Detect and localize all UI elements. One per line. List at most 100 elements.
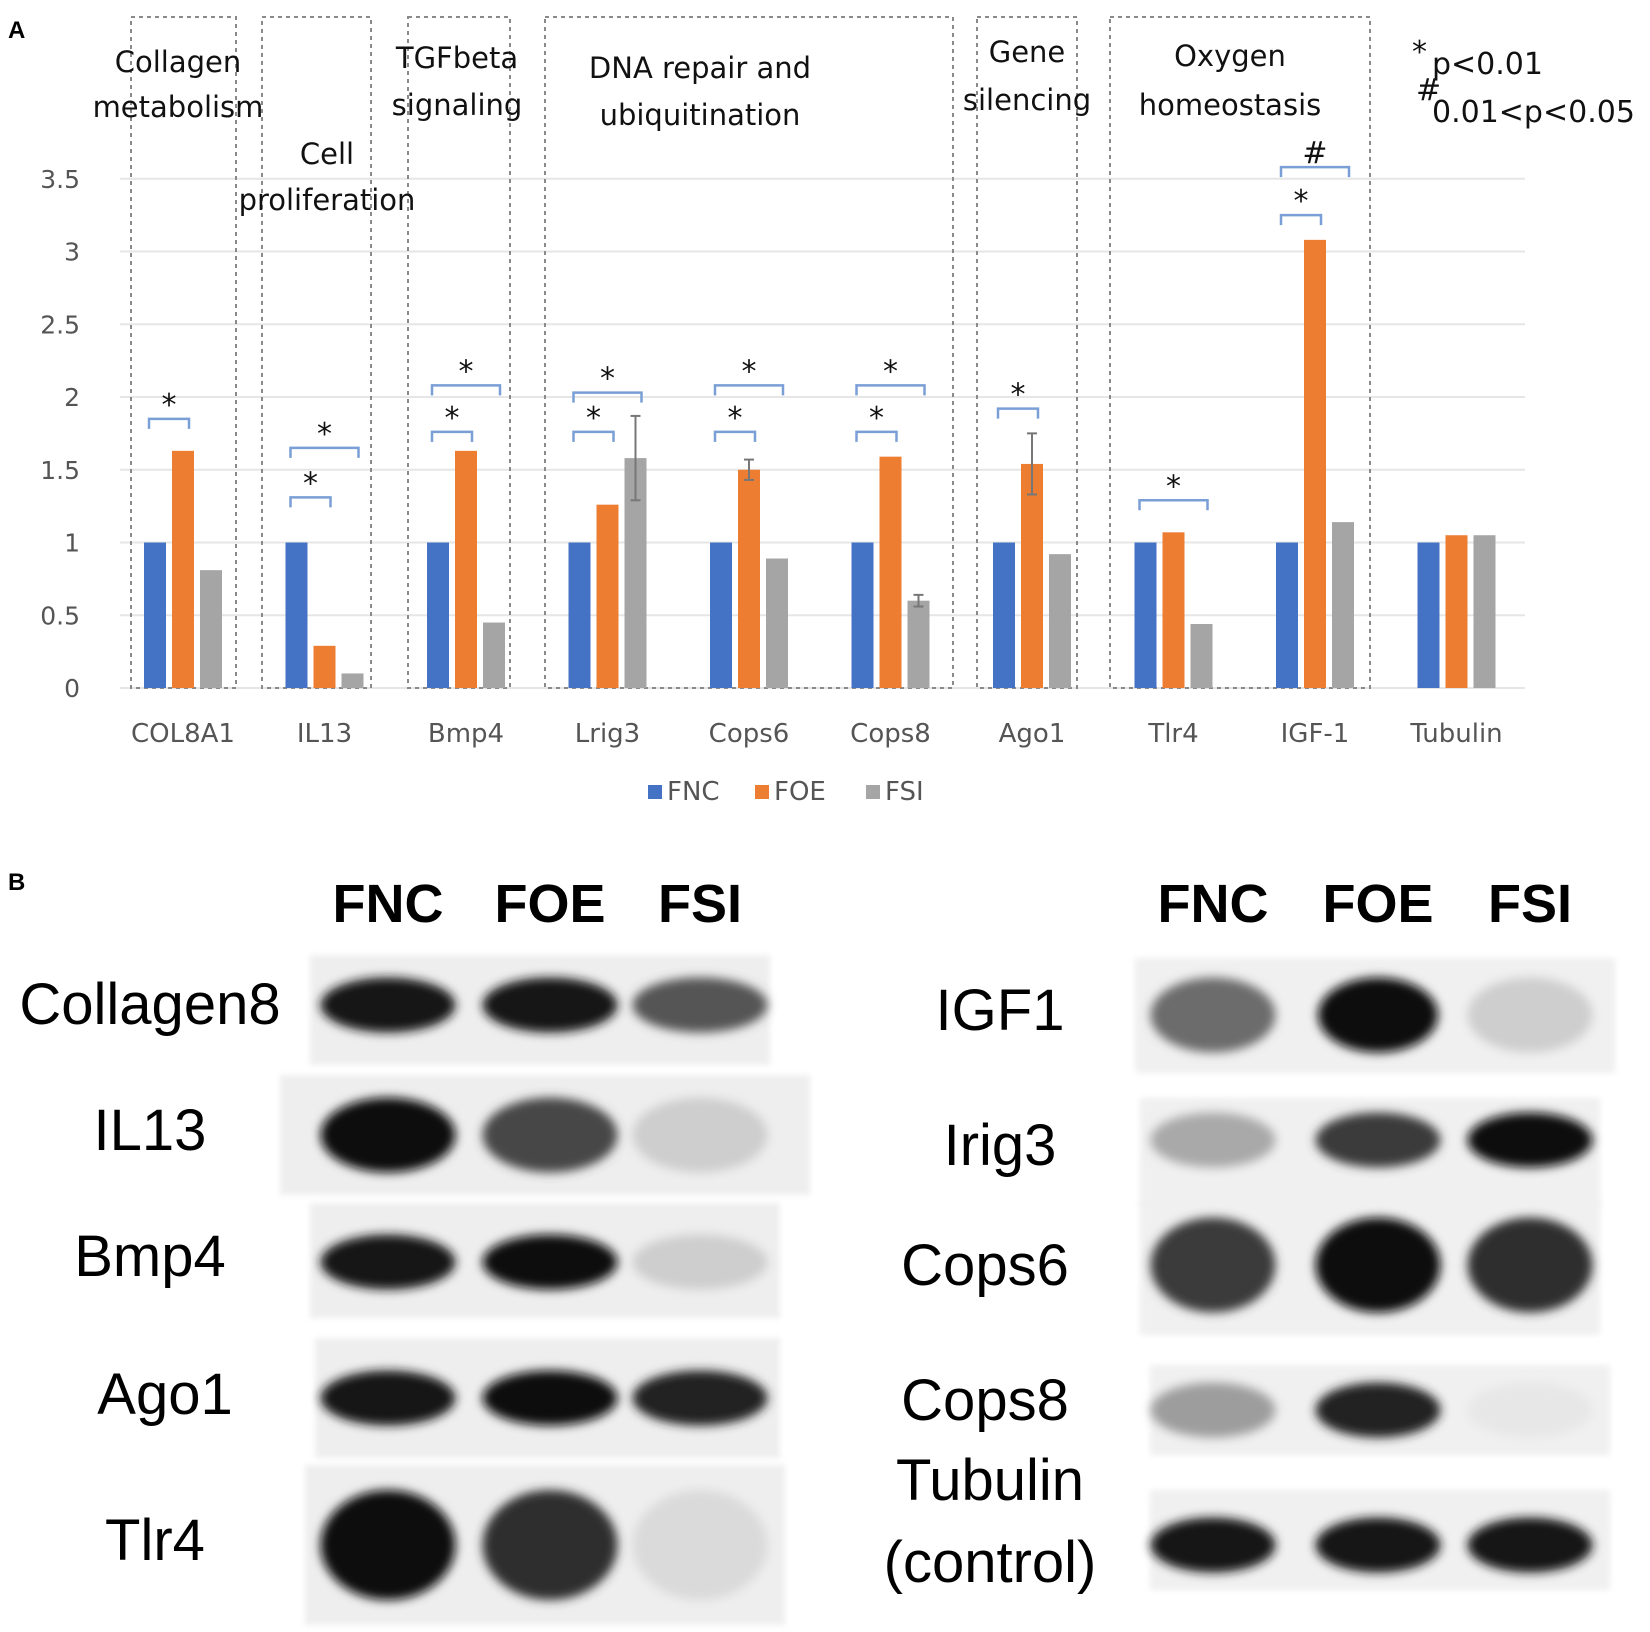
x-category-label: IGF-1	[1281, 719, 1350, 749]
x-category-label: Bmp4	[428, 719, 504, 749]
bar-fsi-ago1	[1049, 554, 1071, 688]
blot-row-label: IL13	[94, 1098, 207, 1163]
significance-marker: *	[586, 401, 601, 436]
y-tick-label: 3.5	[40, 165, 80, 194]
group-label-line: Cell	[300, 137, 354, 171]
western-blot-right: FNC FOE FSI IGF1 Irig3 Cops6 Cops8 Tubulin (cont…	[884, 874, 1615, 1595]
significance-marker: *	[459, 354, 474, 389]
blot-band	[1467, 1382, 1593, 1438]
blot-band	[482, 1097, 618, 1173]
bar-foe-cops6	[738, 469, 760, 688]
blot-band	[1150, 977, 1276, 1053]
significance-bracket	[289, 446, 360, 458]
bar-fnc-igf-1	[1276, 542, 1298, 688]
blot-band	[1467, 977, 1593, 1053]
significance-marker: *	[445, 401, 460, 436]
bar-foe-bmp4	[455, 450, 477, 688]
bar-fsi-tubulin	[1473, 535, 1496, 688]
significance-bracket	[430, 384, 502, 396]
blot-row-label: IGF1	[936, 978, 1065, 1043]
group-label-line: Oxygen	[1174, 39, 1286, 73]
blot-header: FSI	[658, 874, 742, 934]
bar-fnc-tubulin	[1417, 542, 1440, 688]
blot-header: FNC	[333, 874, 444, 934]
blot-band	[1315, 1382, 1441, 1438]
group-label-line: Collagen	[115, 45, 242, 79]
bar-foe-il13	[313, 645, 336, 688]
bar-fnc-lrig3	[568, 542, 591, 688]
blot-row-label: Cops6	[901, 1233, 1069, 1298]
significance-marker: *	[162, 388, 177, 423]
significance-marker: *	[1166, 469, 1181, 504]
gridlines	[120, 177, 1525, 689]
group-label-line: signaling	[392, 88, 523, 122]
significance-marker: *	[728, 401, 743, 436]
bar-fsi-lrig3	[624, 458, 647, 688]
significance-marker: *	[869, 401, 884, 436]
bar-fnc-cops8	[851, 542, 874, 688]
significance-bracket	[713, 384, 785, 396]
blot-band	[1150, 1112, 1276, 1168]
blot-band	[1315, 1217, 1441, 1313]
significance-key: * p<0.01 # 0.01<p<0.05	[1412, 35, 1635, 130]
blot-band	[1150, 1382, 1276, 1438]
blot-band	[320, 1370, 456, 1426]
blot-band	[1467, 1217, 1593, 1313]
bar-fnc-cops6	[710, 542, 732, 688]
blot-header: FOE	[494, 874, 605, 934]
blot-band	[1315, 1517, 1441, 1573]
blot-band	[632, 1234, 768, 1290]
blot-row-label: Tubulin	[896, 1448, 1084, 1513]
y-tick-label: 3	[64, 238, 80, 267]
error-bars	[630, 414, 1037, 608]
significance-bracket	[1279, 165, 1351, 178]
blot-band	[1467, 1112, 1593, 1168]
blot-row-label: Ago1	[97, 1362, 232, 1427]
significance-bracket	[996, 407, 1040, 419]
significance-marker: *	[600, 362, 615, 397]
y-tick-label: 0.5	[40, 601, 80, 630]
blot-band	[1150, 1517, 1276, 1573]
bars	[144, 239, 1496, 689]
western-blot-left: FNC FOE FSI Collagen8 IL13 Bmp4 Ago1 Tlr4	[19, 874, 810, 1625]
panel-b-letter: B	[8, 869, 25, 896]
significance-bracket	[855, 384, 926, 396]
significance-bracket	[572, 391, 643, 403]
sig-key-text-1: p<0.01	[1432, 47, 1543, 82]
blot-band	[632, 1097, 768, 1173]
blot-band	[1318, 977, 1438, 1053]
significance-bracket	[1279, 213, 1323, 226]
group-label-line: TGFbeta	[395, 41, 518, 75]
bar-foe-igf-1	[1304, 239, 1326, 689]
blot-row-label: Collagen8	[19, 972, 280, 1037]
y-tick-label: 1	[64, 529, 80, 558]
bar-foe-col8a1	[172, 450, 194, 688]
significance-bracket	[147, 417, 191, 429]
group-labels: Collagen metabolism Cell proliferation TGFbe…	[93, 35, 1322, 217]
y-tick-label: 1.5	[40, 456, 80, 485]
bar-foe-lrig3	[596, 504, 619, 688]
bar-fnc-il13	[285, 542, 308, 688]
significance-bracket	[289, 496, 332, 508]
x-category-label: COL8A1	[131, 719, 235, 749]
significance-brackets: * * * * * * * * * * * * * * #	[147, 136, 1351, 511]
bar-fsi-bmp4	[483, 622, 505, 688]
group-label-line: ubiquitination	[600, 98, 801, 132]
panel-a-letter: A	[8, 17, 25, 44]
blot-band	[320, 1097, 456, 1173]
x-category-label: IL13	[297, 719, 352, 749]
significance-marker: *	[1294, 184, 1309, 219]
legend-label: FNC	[667, 777, 720, 807]
blot-header: FOE	[1322, 874, 1433, 934]
blot-band	[482, 1370, 618, 1426]
legend-label: FOE	[774, 777, 826, 807]
panel-a-bar-chart: 00.511.522.533.5 *** ***********# COL8A1 I…	[40, 16, 1635, 807]
bar-foe-tlr4	[1162, 532, 1185, 688]
sig-key-text-2: 0.01<p<0.05	[1432, 95, 1635, 130]
x-category-label: Tubulin	[1409, 719, 1502, 749]
blot-band	[320, 1234, 456, 1290]
blot-band	[482, 1490, 618, 1600]
significance-bracket	[572, 430, 615, 442]
significance-bracket	[430, 430, 474, 442]
